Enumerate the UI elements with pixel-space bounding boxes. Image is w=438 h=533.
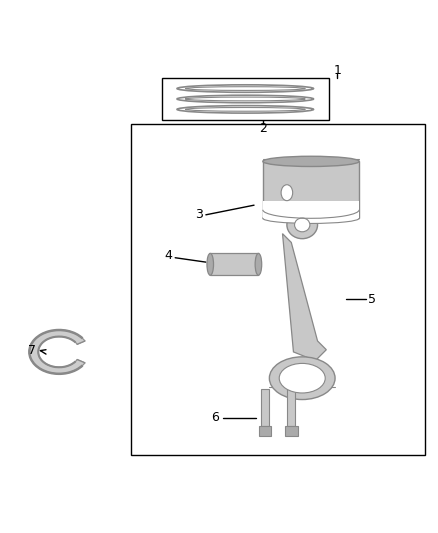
FancyBboxPatch shape	[261, 389, 269, 426]
Polygon shape	[283, 233, 326, 361]
FancyBboxPatch shape	[285, 426, 297, 436]
FancyBboxPatch shape	[259, 426, 271, 436]
Text: 1: 1	[333, 64, 341, 77]
Ellipse shape	[281, 185, 293, 200]
Text: 4: 4	[165, 249, 173, 262]
FancyBboxPatch shape	[131, 124, 425, 455]
Ellipse shape	[185, 108, 305, 111]
Ellipse shape	[185, 87, 305, 91]
Polygon shape	[29, 330, 85, 374]
Ellipse shape	[287, 211, 318, 239]
Text: 2: 2	[259, 122, 267, 135]
Ellipse shape	[279, 364, 325, 393]
FancyBboxPatch shape	[287, 389, 295, 426]
FancyBboxPatch shape	[263, 201, 359, 219]
Ellipse shape	[294, 218, 310, 232]
Text: 5: 5	[368, 293, 376, 306]
Ellipse shape	[255, 253, 261, 275]
FancyBboxPatch shape	[162, 78, 328, 120]
Ellipse shape	[269, 357, 335, 400]
Ellipse shape	[207, 253, 213, 275]
Text: 7: 7	[28, 344, 35, 357]
FancyBboxPatch shape	[210, 253, 258, 275]
Ellipse shape	[263, 156, 359, 166]
FancyBboxPatch shape	[263, 161, 359, 219]
Ellipse shape	[263, 213, 359, 223]
Text: 6: 6	[211, 411, 219, 424]
Ellipse shape	[185, 97, 305, 101]
Text: 3: 3	[195, 208, 203, 221]
